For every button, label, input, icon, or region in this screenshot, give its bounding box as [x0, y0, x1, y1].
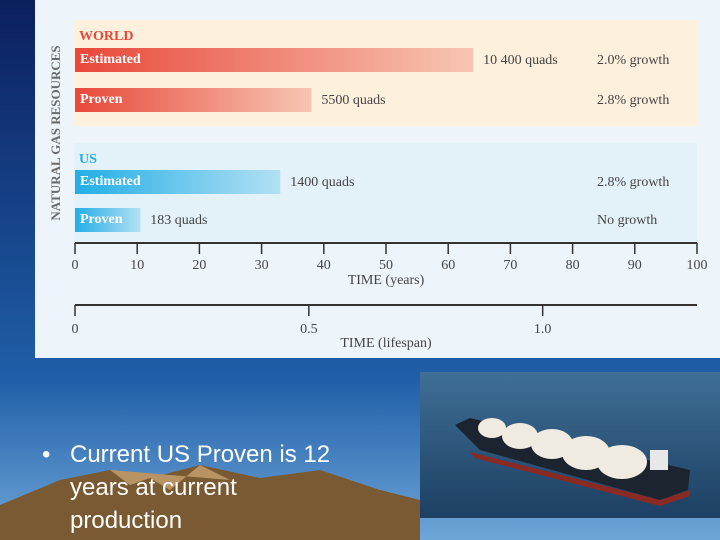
group-label: WORLD — [79, 29, 133, 44]
quantity-label: 5500 quads — [321, 93, 385, 108]
x-tick-label: 30 — [255, 258, 269, 273]
bar-label: Proven — [80, 212, 123, 227]
quantity-label: 10 400 quads — [483, 53, 558, 68]
bar — [75, 88, 312, 112]
tank — [502, 423, 538, 449]
x2-axis-title: TIME (lifespan) — [340, 336, 432, 351]
x-tick-label: 40 — [317, 258, 331, 273]
x-tick-label: 80 — [566, 258, 580, 273]
x-tick-label: 10 — [130, 258, 144, 273]
ship-photo — [420, 372, 720, 518]
x-tick-label: 70 — [503, 258, 517, 273]
bar-label: Proven — [80, 92, 123, 107]
bar-label: Estimated — [80, 52, 141, 67]
growth-label: No growth — [597, 213, 657, 228]
bullet-text: Current US Proven is 12 years at current… — [70, 441, 331, 534]
quantity-label: 1400 quads — [290, 175, 354, 190]
x2-tick-label: 0.5 — [300, 322, 318, 337]
bar-label: Estimated — [80, 174, 141, 189]
bridge — [650, 450, 668, 470]
x-tick-label: 0 — [72, 258, 79, 273]
x2-tick-label: 1.0 — [534, 322, 552, 337]
tank — [478, 418, 506, 438]
bullet-item: • Current US Proven is 12 years at curre… — [42, 438, 342, 537]
x-tick-label: 20 — [192, 258, 206, 273]
bar — [75, 48, 474, 72]
bar — [75, 170, 281, 194]
mountain-highlight — [110, 465, 230, 490]
growth-label: 2.0% growth — [597, 53, 669, 68]
mountains — [0, 465, 420, 540]
x-axis-title: TIME (years) — [348, 273, 425, 288]
x-tick-label: 100 — [687, 258, 708, 273]
x-tick-label: 50 — [379, 258, 393, 273]
growth-label: 2.8% growth — [597, 93, 669, 108]
bullet-dot: • — [42, 441, 51, 468]
bar — [75, 208, 141, 232]
quantity-label: 183 quads — [150, 213, 207, 228]
x-tick-label: 90 — [628, 258, 642, 273]
y-axis-title: NATURAL GAS RESOURCES — [48, 45, 63, 220]
growth-label: 2.8% growth — [597, 175, 669, 190]
hull-bottom — [470, 452, 690, 506]
tank — [597, 445, 647, 479]
group-label: US — [79, 152, 97, 167]
x2-tick-label: 0 — [72, 322, 79, 337]
x-tick-label: 60 — [441, 258, 455, 273]
